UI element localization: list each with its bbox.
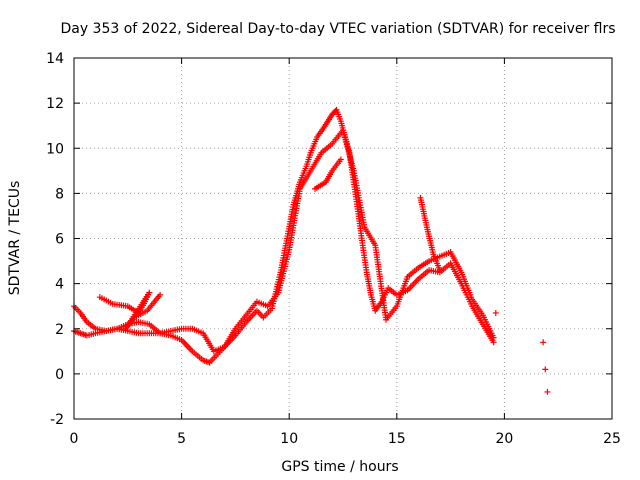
y-tick-labels: -2 0 2 4 6 8 10 12 14 bbox=[46, 51, 64, 428]
x-tick-label: 20 bbox=[495, 431, 513, 447]
y-tick-label: 2 bbox=[55, 322, 64, 338]
series-secondary-band bbox=[71, 127, 497, 355]
plot-frame bbox=[73, 57, 613, 420]
y-tick-label: 8 bbox=[55, 186, 64, 202]
data-point bbox=[157, 291, 164, 298]
data-point bbox=[492, 309, 499, 316]
y-tick-label: 6 bbox=[55, 232, 64, 248]
data-point bbox=[544, 388, 551, 395]
x-tick-label: 0 bbox=[70, 431, 79, 447]
y-tick-label: 10 bbox=[46, 141, 64, 157]
y-tick-label: -2 bbox=[50, 412, 64, 428]
data-point bbox=[540, 339, 547, 346]
x-tick-label: 25 bbox=[603, 431, 621, 447]
data-point bbox=[542, 366, 549, 373]
data-point bbox=[436, 267, 443, 274]
grid-lines bbox=[74, 58, 612, 419]
data-point bbox=[490, 334, 497, 341]
x-tick-label: 15 bbox=[388, 431, 406, 447]
x-tick-labels: 0 5 10 15 20 25 bbox=[70, 431, 621, 447]
y-tick-label: 14 bbox=[46, 51, 64, 67]
series-isolated bbox=[492, 309, 551, 395]
data-point bbox=[337, 156, 344, 163]
y-tick-label: 12 bbox=[46, 96, 64, 112]
series-branches bbox=[96, 156, 443, 332]
x-tick-label: 5 bbox=[177, 431, 186, 447]
series-main-band bbox=[71, 106, 497, 366]
y-tick-label: 4 bbox=[55, 277, 64, 293]
chart-title: Day 353 of 2022, Sidereal Day-to-day VTE… bbox=[60, 21, 615, 37]
data-points bbox=[71, 106, 551, 395]
x-tick-label: 10 bbox=[280, 431, 298, 447]
y-tick-label: 0 bbox=[55, 367, 64, 383]
y-axis-label: SDTVAR / TECUs bbox=[7, 181, 23, 296]
x-axis-label: GPS time / hours bbox=[281, 459, 398, 475]
